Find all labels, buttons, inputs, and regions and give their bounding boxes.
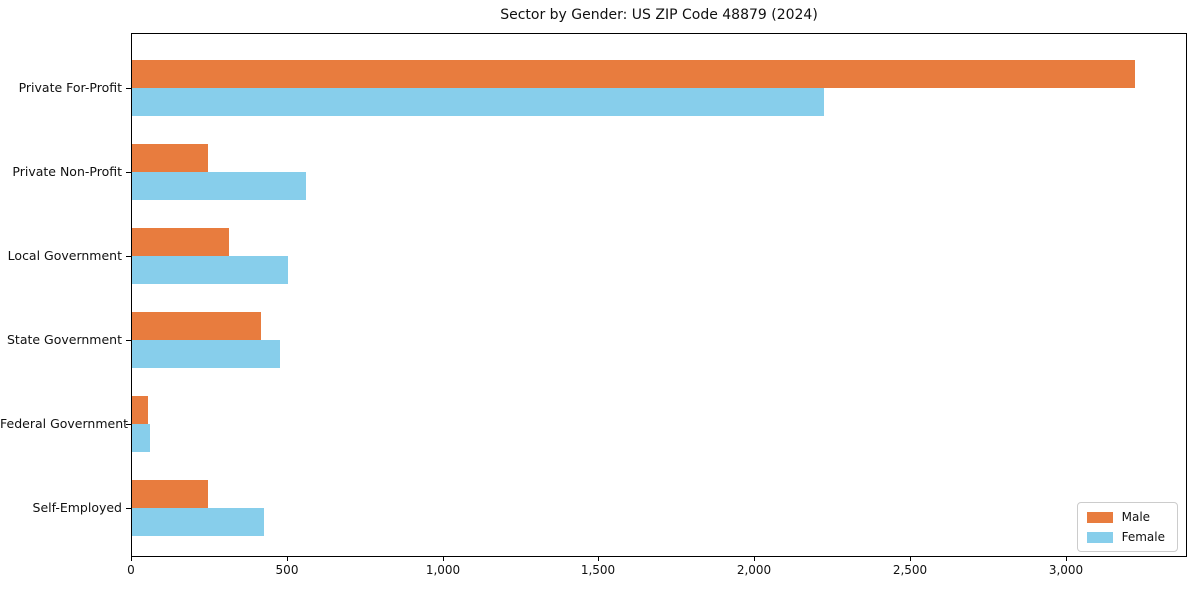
y-tick-label-private-for-profit: Private For-Profit (18, 80, 122, 95)
legend-swatch-male (1086, 511, 1113, 523)
legend-label-female: Female (1121, 530, 1165, 544)
bar-female-state-government (132, 340, 280, 368)
bar-female-private-non-profit (132, 172, 306, 200)
x-tick-label-1500: 1,500 (580, 563, 616, 577)
y-tick (126, 340, 131, 341)
y-tick (126, 508, 131, 509)
bar-male-local-government (132, 228, 229, 256)
y-tick-label-self-employed: Self-Employed (32, 500, 122, 515)
y-tick (126, 172, 131, 173)
y-tick (126, 424, 131, 425)
x-tick-label-2500: 2,500 (892, 563, 928, 577)
x-tick (131, 557, 132, 561)
x-tick (1066, 557, 1067, 561)
legend-label-male: Male (1121, 510, 1151, 524)
bar-male-private-for-profit (132, 60, 1135, 88)
x-tick-label-2000: 2,000 (736, 563, 772, 577)
bar-female-local-government (132, 256, 288, 284)
y-tick-label-federal-government: Federal Government (0, 416, 129, 431)
y-tick-label-local-government: Local Government (7, 248, 122, 263)
y-tick-label-private-non-profit: Private Non-Profit (12, 164, 122, 179)
bar-female-self-employed (132, 508, 264, 536)
x-tick-label-3000: 3,000 (1048, 563, 1084, 577)
legend-swatch-female (1086, 531, 1113, 543)
bar-male-self-employed (132, 480, 208, 508)
x-tick (754, 557, 755, 561)
bar-male-private-non-profit (132, 144, 208, 172)
plot-area: Male Female (131, 33, 1187, 557)
y-tick (126, 256, 131, 257)
x-tick (910, 557, 911, 561)
x-tick (287, 557, 288, 561)
legend-entry-male: Male (1086, 510, 1165, 524)
chart-title: Sector by Gender: US ZIP Code 48879 (202… (500, 7, 818, 23)
bar-female-private-for-profit (132, 88, 824, 116)
x-tick (598, 557, 599, 561)
y-tick-label-state-government: State Government (6, 332, 122, 347)
x-tick-label-0: 0 (127, 563, 135, 577)
bar-female-federal-government (132, 424, 150, 452)
y-tick (126, 88, 131, 89)
bar-male-state-government (132, 312, 261, 340)
x-tick-label-1000: 1,000 (425, 563, 461, 577)
x-tick (443, 557, 444, 561)
legend: Male Female (1076, 502, 1178, 552)
bar-male-federal-government (132, 396, 148, 424)
legend-entry-female: Female (1086, 530, 1165, 544)
x-tick-label-500: 500 (275, 563, 299, 577)
